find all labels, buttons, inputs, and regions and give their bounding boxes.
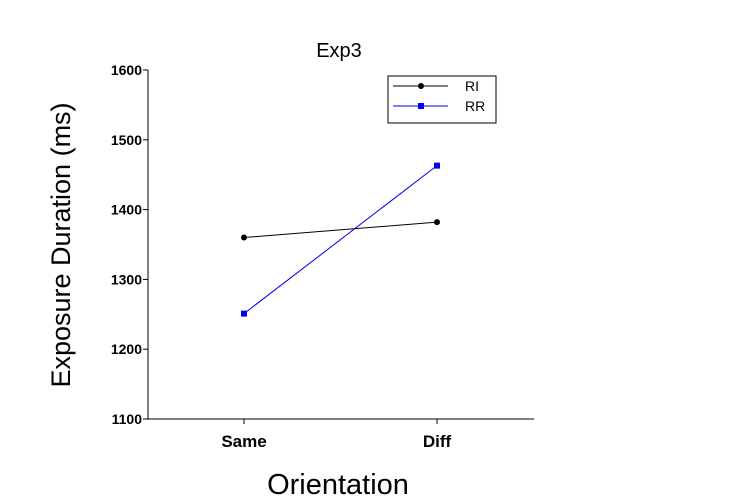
- legend-label-ri: RI: [465, 78, 479, 94]
- legend-marker-ri: [418, 83, 424, 89]
- point-rr: [434, 162, 440, 169]
- y-tick-label: 1100: [112, 411, 143, 427]
- x-tick-label: Same: [221, 432, 266, 451]
- legend-box: [387, 75, 497, 124]
- y-tick-label: 1300: [111, 271, 142, 287]
- legend-marker-rr: [418, 103, 424, 109]
- series-group: [241, 162, 440, 317]
- point-rr: [241, 310, 247, 317]
- legend: RI RR: [387, 75, 497, 124]
- series-line-ri: [243, 221, 438, 239]
- axes: [147, 70, 534, 420]
- y-tick-label: 1200: [111, 341, 142, 357]
- series-line-rr: [243, 165, 438, 314]
- x-axis-label: Orientation: [267, 469, 409, 501]
- point-ri: [434, 219, 440, 226]
- y-tick-label: 1400: [111, 202, 142, 218]
- legend-label-rr: RR: [465, 98, 485, 114]
- y-tick-label: 1500: [111, 132, 142, 148]
- point-ri: [241, 234, 247, 241]
- chart-title: Exp3: [316, 40, 362, 62]
- y-tick-label: 1600: [111, 62, 142, 78]
- y-axis-label: Exposure Duration (ms): [46, 102, 76, 387]
- x-axis-ticks: Same Diff: [221, 419, 451, 451]
- x-tick-label: Diff: [423, 432, 452, 451]
- y-axis-ticks: 1100 1200 1300 1400 1500 1600: [111, 62, 148, 427]
